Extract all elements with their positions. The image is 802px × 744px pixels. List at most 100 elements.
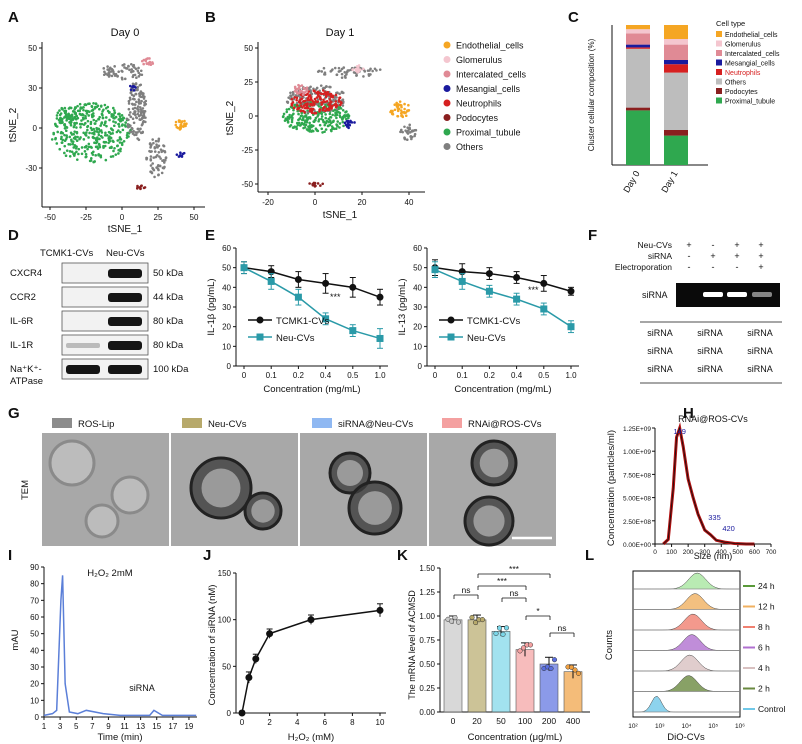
- panel-b-point: [408, 123, 411, 127]
- panel-a-point: [118, 136, 122, 139]
- panel-e-xtick: 0.1: [266, 371, 278, 380]
- panel-b-point: [293, 90, 297, 93]
- panel-e-ytick: 50: [222, 264, 231, 273]
- panel-c-legend-item: Endothelial_cells: [725, 32, 778, 39]
- panel-k-significance: ns: [510, 588, 519, 598]
- panel-b-point: [329, 116, 333, 119]
- panel-b-point: [401, 130, 404, 134]
- panel-k-dot: [500, 631, 506, 637]
- panel-a-point: [65, 119, 68, 122]
- panel-b-point: [369, 73, 372, 76]
- panel-e-xtick: 0.5: [347, 371, 359, 380]
- panel-a-point: [123, 77, 127, 81]
- panel-a-point: [88, 131, 91, 135]
- panel-a-point: [178, 119, 181, 122]
- panel-a-point: [139, 106, 142, 109]
- panel-a-point: [117, 122, 121, 126]
- panel-b-legend-item: Others: [456, 142, 484, 152]
- panel-c-bar-segment: [626, 47, 650, 49]
- panel-a-point: [121, 77, 124, 81]
- panel-b-legend-item: Mesangial_cells: [456, 84, 521, 94]
- panel-a-point: [114, 72, 118, 76]
- panel-l-legend-item: 8 h: [758, 622, 770, 632]
- panel-e-ytick: 0: [227, 362, 232, 371]
- panel-b-point: [298, 84, 301, 88]
- panel-b-point: [290, 120, 294, 124]
- panel-b-point: [318, 108, 322, 111]
- panel-k-dot: [493, 630, 499, 637]
- panel-a-point: [64, 137, 68, 141]
- panel-letter-J: J: [203, 547, 211, 564]
- panel-b-xtick: -20: [262, 198, 274, 207]
- panel-a-point: [147, 62, 151, 65]
- panel-h-ytick: 7.50E+08: [623, 472, 651, 479]
- panel-a-point: [99, 105, 103, 108]
- panel-a-point: [159, 157, 162, 160]
- panel-a-point: [84, 109, 88, 113]
- panel-b-point: [309, 85, 312, 89]
- panel-b-point: [323, 100, 327, 104]
- panel-b-point: [319, 184, 322, 187]
- panel-i-ytick: 20: [30, 680, 39, 689]
- panel-a-point: [54, 137, 57, 141]
- panel-e-point: [294, 275, 302, 283]
- panel-c-ylabel: Cluster cellular composition (%): [587, 38, 596, 151]
- panel-f-table-cell: siRNA: [697, 364, 723, 374]
- panel-a-point: [70, 140, 74, 143]
- panel-a-point: [105, 124, 108, 128]
- panel-a-xtick: 25: [154, 213, 163, 222]
- panel-i-ytick: 50: [30, 630, 39, 639]
- panel-l-xtick: 10⁵: [708, 723, 718, 730]
- panel-e-xtick: 1.0: [374, 371, 386, 380]
- panel-a-point: [102, 67, 106, 70]
- panel-b-point: [354, 71, 357, 75]
- panel-b-point: [405, 138, 409, 142]
- panel-b-point: [346, 119, 350, 123]
- panel-g-vesicle-core: [201, 468, 241, 508]
- panel-f-sign: +: [758, 251, 763, 261]
- panel-b-legend-swatch: [443, 128, 451, 136]
- panel-b-point: [317, 95, 320, 98]
- panel-b-point: [391, 112, 395, 116]
- panel-b-point: [290, 104, 294, 107]
- panel-b-point: [300, 114, 304, 117]
- panel-a-point: [68, 135, 72, 139]
- panel-a-xtick: -25: [80, 213, 92, 222]
- panel-b-point: [371, 69, 374, 73]
- panel-a-point: [73, 130, 76, 133]
- panel-a-point: [141, 114, 145, 117]
- panel-a-point: [111, 106, 115, 110]
- panel-a-point: [144, 120, 147, 124]
- panel-a-point: [144, 99, 148, 103]
- panel-b-point: [316, 70, 320, 73]
- panel-b-point: [341, 104, 345, 107]
- panel-b-point: [318, 123, 322, 127]
- panel-b-point: [334, 127, 338, 131]
- panel-f-sign: -: [712, 240, 715, 250]
- panel-l-frame: [632, 570, 741, 718]
- panel-a-point: [78, 102, 82, 106]
- panel-a-point: [116, 74, 119, 78]
- panel-a-point: [104, 116, 108, 119]
- panel-b-point: [336, 125, 339, 128]
- panel-e-legend-item: Neu-CVs: [276, 333, 315, 344]
- panel-a-point: [118, 115, 122, 118]
- panel-k-significance: ns: [558, 623, 567, 633]
- panel-a-point: [118, 141, 122, 144]
- panel-b-point: [310, 125, 313, 129]
- panel-b-point: [287, 107, 291, 111]
- panel-a-point: [121, 128, 125, 132]
- panel-a-point: [124, 121, 127, 124]
- panel-b-point: [296, 103, 299, 107]
- panel-a-point: [129, 98, 132, 101]
- panel-a-point: [131, 85, 134, 89]
- panel-j-xtick: 6: [323, 718, 328, 727]
- panel-a-point: [63, 144, 67, 148]
- panel-a-point: [87, 142, 91, 146]
- panel-j-point: [245, 674, 253, 682]
- panel-b-point: [393, 108, 397, 112]
- panel-c-bar-segment: [664, 64, 688, 73]
- panel-b-point: [403, 137, 407, 141]
- panel-a-point: [119, 147, 122, 151]
- panel-a-point: [60, 135, 63, 139]
